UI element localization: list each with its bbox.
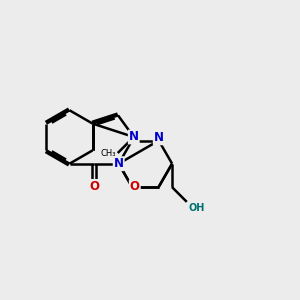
Text: O: O — [130, 180, 140, 193]
Text: N: N — [129, 130, 139, 143]
Text: OH: OH — [188, 203, 205, 213]
Text: N: N — [154, 131, 164, 144]
Text: O: O — [89, 180, 99, 193]
Text: CH₃: CH₃ — [100, 148, 116, 158]
Text: N: N — [114, 157, 124, 170]
